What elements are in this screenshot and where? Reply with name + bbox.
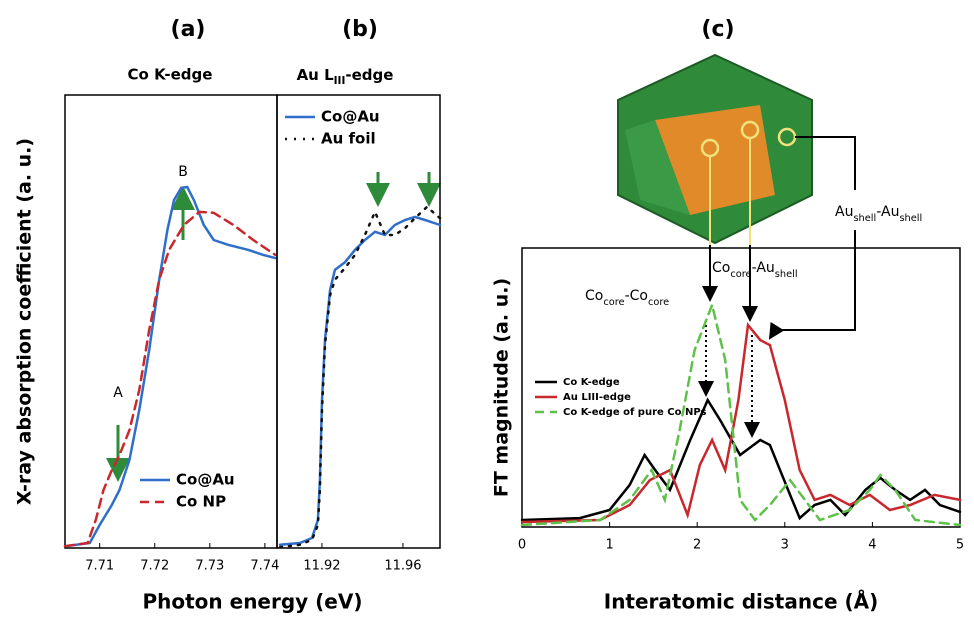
x-tick-label: 7.73	[195, 559, 224, 574]
plot-frame	[521, 247, 961, 528]
annotation: A	[113, 385, 123, 401]
green-arrows	[106, 172, 441, 482]
annotation-part: Co	[712, 260, 730, 276]
annotation: B	[178, 164, 188, 180]
legend-label: Co NP	[176, 493, 226, 511]
annotation: Aushell-Aushell	[835, 204, 922, 224]
panel-subtitle-part: Au L	[297, 66, 335, 84]
annotation-part: core	[730, 269, 751, 280]
annotation-part: -Au	[876, 204, 899, 220]
legend-label: Co K-edge	[563, 377, 620, 388]
x-tick-label: 11.96	[384, 559, 421, 574]
annotation-part: Co	[585, 288, 603, 304]
x-tick-label: 7.72	[140, 559, 169, 574]
x-tick-label: 3	[781, 538, 789, 553]
annotation-part: Au	[835, 204, 853, 220]
x-axis-label: Interatomic distance (Å)	[604, 590, 879, 614]
legend-label: Co K-edge of pure Co NPs	[563, 407, 706, 418]
annotation-part: -Au	[752, 260, 775, 276]
legend-label: Co@Au	[321, 108, 380, 126]
legend-label: Au foil	[321, 130, 376, 148]
annotation-part: core	[648, 297, 669, 308]
annotation-part: shell	[775, 269, 798, 280]
data-line	[63, 210, 277, 548]
x-tick-label: 2	[693, 538, 701, 553]
annotation-part: -Co	[625, 288, 648, 304]
annotation-part: core	[603, 297, 624, 308]
legend-label: Co@Au	[176, 471, 235, 489]
plot-frame	[64, 94, 278, 549]
x-tick-label: 1	[605, 538, 613, 553]
x-tick-label: 11.92	[303, 559, 340, 574]
data-line	[63, 185, 277, 548]
panel-title: (b)	[342, 17, 378, 42]
x-tick-label: 7.74	[250, 559, 279, 574]
data-line	[520, 300, 962, 527]
panel-title: (a)	[171, 17, 206, 42]
y-axis-label: FT magnitude (a. u.)	[491, 278, 513, 497]
annotation-part: shell	[899, 213, 922, 224]
plot-frame	[276, 94, 441, 549]
x-tick-label: 4	[868, 538, 876, 553]
x-tick-label: 7.71	[85, 559, 114, 574]
x-axis-label: Photon energy (eV)	[142, 590, 362, 614]
annotation: Cocore-Cocore	[585, 288, 669, 308]
panel-title: (c)	[701, 17, 734, 42]
annotation-part: shell	[853, 213, 876, 224]
panel-subtitle: Au LIII-edge	[297, 66, 394, 88]
data-line	[278, 205, 442, 549]
legend-label: Au LIII-edge	[563, 392, 631, 403]
y-axis-label: X-ray absorption coefficient (a. u.)	[14, 138, 36, 505]
x-tick-label: 0	[518, 538, 526, 553]
panel-subtitle: Co K-edge	[128, 66, 213, 84]
nanoparticle	[617, 53, 813, 245]
x-tick-label: 5	[956, 538, 964, 553]
connector-lines	[698, 136, 856, 438]
annotation: Cocore-Aushell	[712, 260, 798, 280]
data-line	[278, 215, 442, 547]
panel-subtitle-part: III	[334, 75, 346, 87]
panel-subtitle-part: -edge	[345, 66, 393, 84]
data-line	[520, 321, 962, 524]
